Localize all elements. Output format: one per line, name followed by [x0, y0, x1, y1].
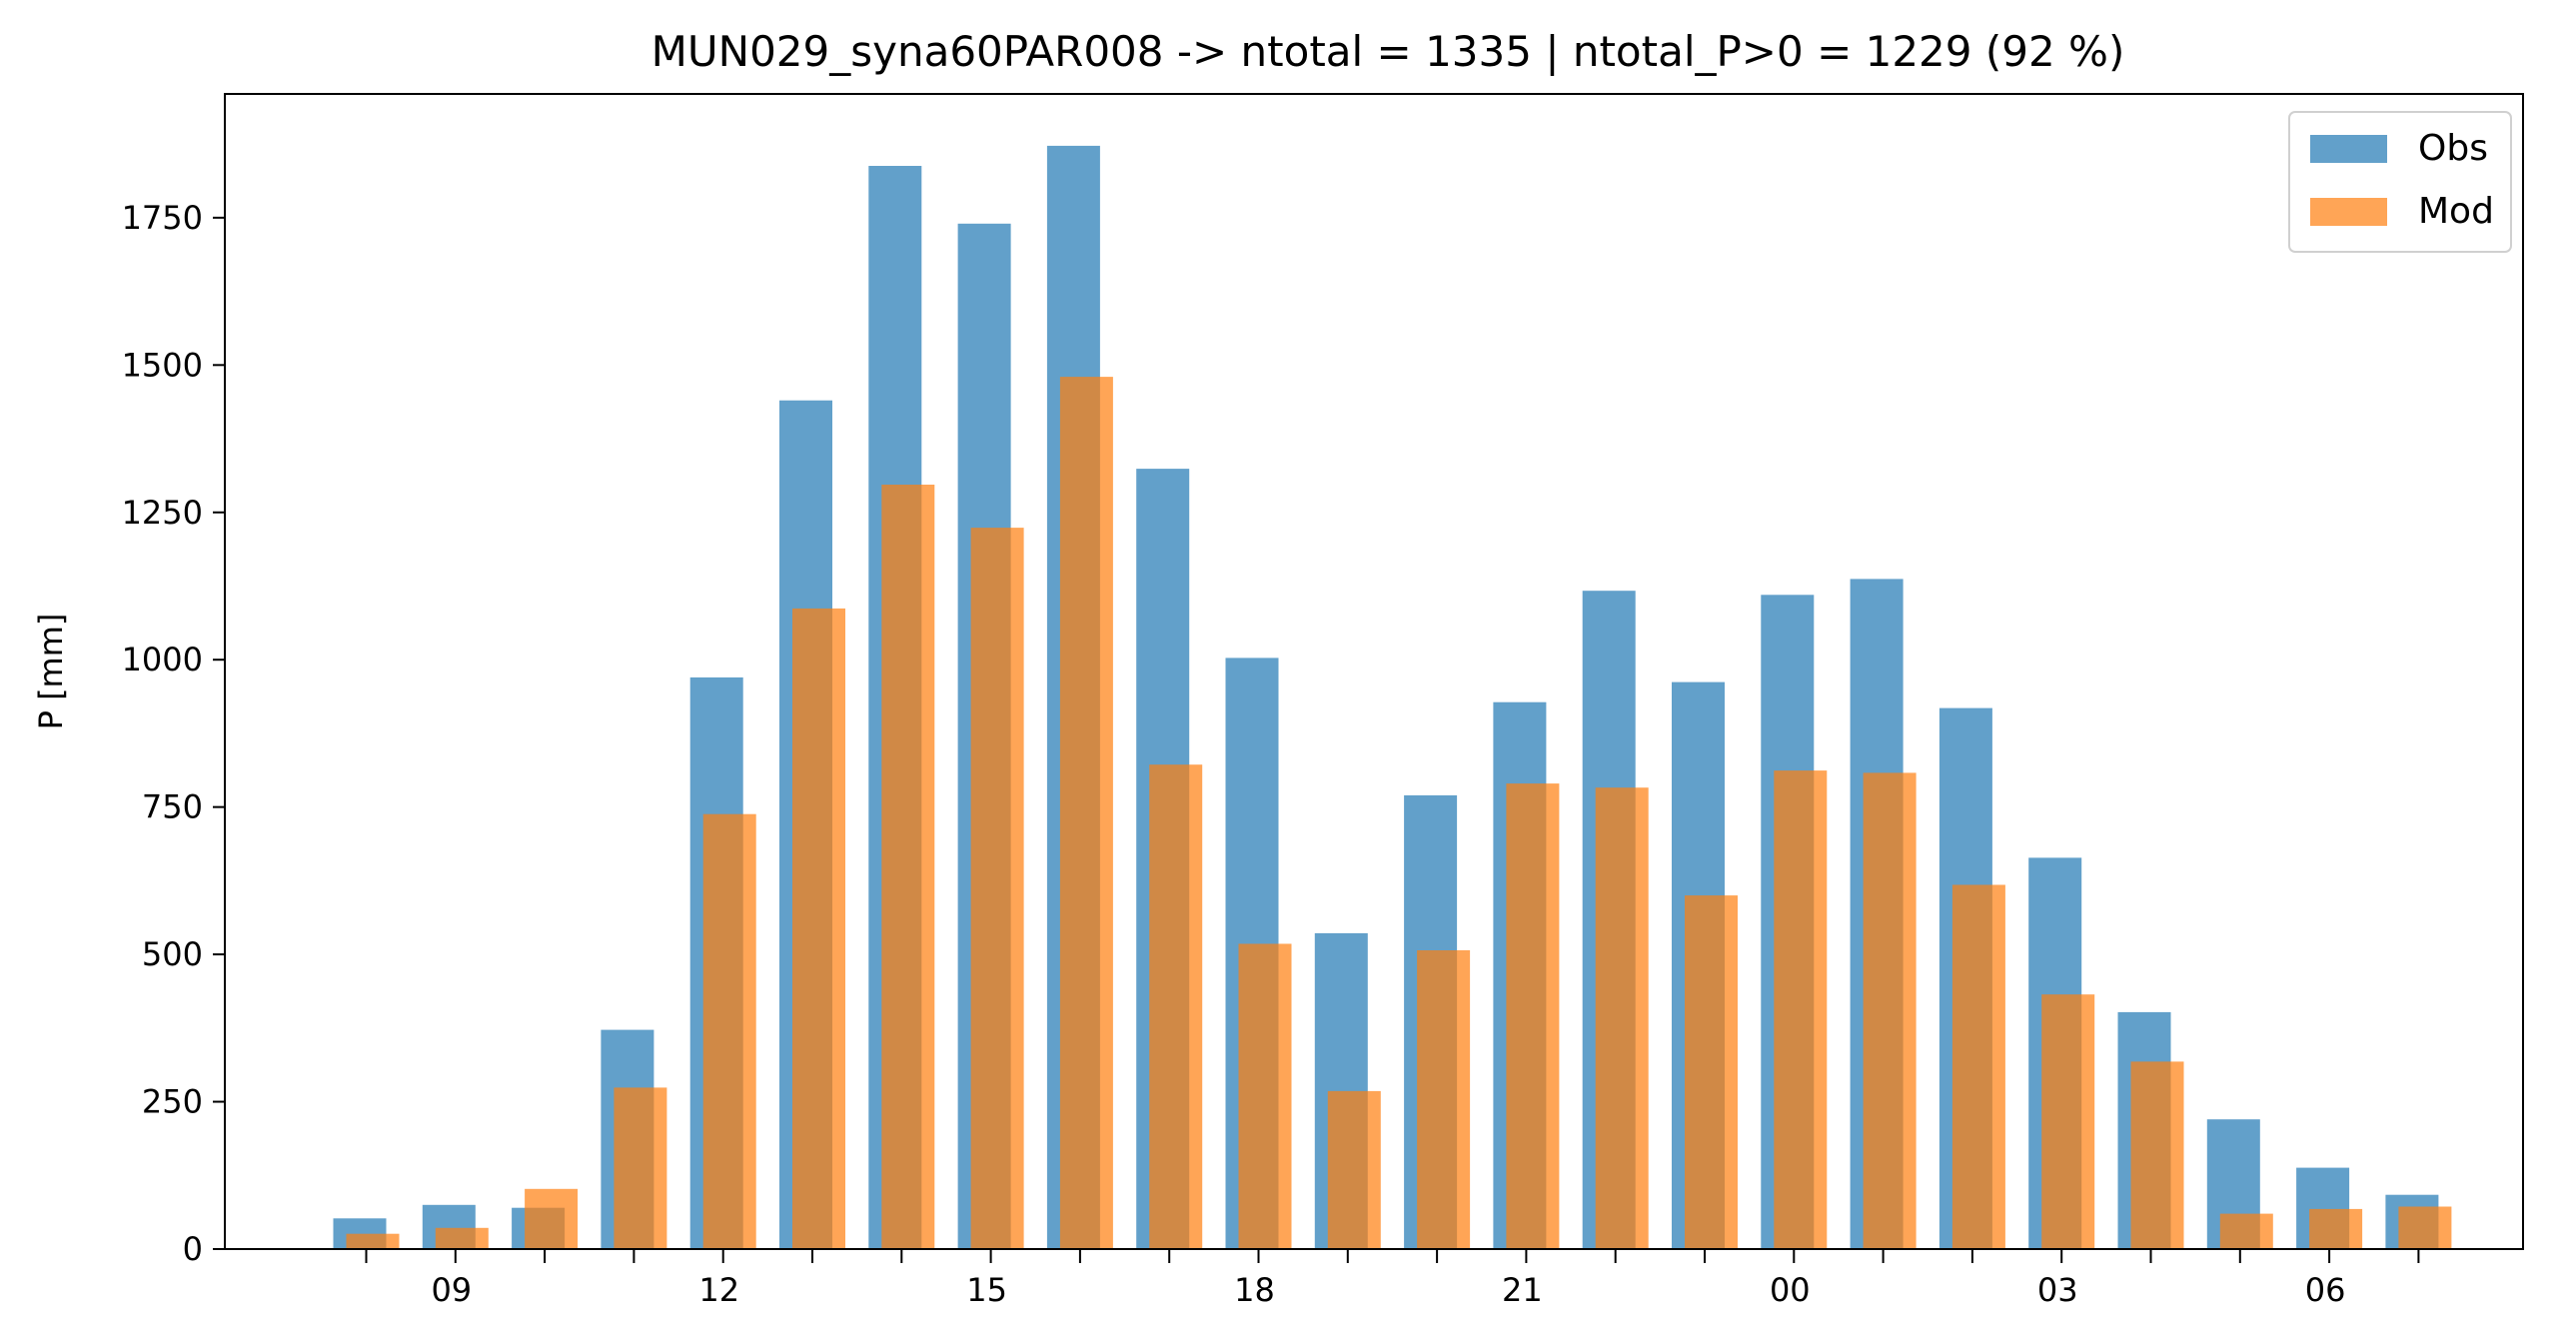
x-tick-label: 21 [1502, 1271, 1543, 1309]
bar-mod-17 [1149, 764, 1203, 1249]
bar-mod-22 [1595, 787, 1649, 1249]
bar-mod-0 [1774, 770, 1828, 1249]
bar-mod-12 [702, 813, 756, 1249]
y-tick-label: 1750 [122, 199, 203, 237]
x-tick-label: 18 [1234, 1271, 1275, 1309]
x-tick-label: 06 [2305, 1271, 2346, 1309]
bar-mod-6 [2309, 1208, 2363, 1249]
bar-mod-19 [1327, 1090, 1381, 1249]
bar-mod-10 [525, 1188, 579, 1249]
bar-mod-1 [1863, 772, 1917, 1249]
x-tick-label: 00 [1770, 1271, 1811, 1309]
y-axis: 0 250 500 750 1000 1250 1500 1750 [122, 199, 225, 1268]
plot-frame [224, 93, 2524, 1250]
x-tick-label: 12 [698, 1271, 739, 1309]
bars-layer [333, 145, 2452, 1250]
y-tick-label: 1500 [122, 346, 203, 384]
y-tick-label: 0 [183, 1230, 203, 1268]
chart-title: MUN029_syna60PAR008 -> ntotal = 1335 | n… [651, 27, 2125, 76]
bar-mod-21 [1506, 783, 1560, 1249]
y-tick-label: 750 [142, 788, 203, 826]
y-tick-label: 1250 [122, 494, 203, 532]
bar-mod-3 [2041, 994, 2095, 1249]
bar-mod-7 [2398, 1206, 2452, 1249]
bar-mod-8 [346, 1233, 400, 1249]
y-tick-label: 250 [142, 1083, 203, 1121]
legend-label-obs: Obs [2418, 128, 2488, 169]
y-axis-label: P [mm] [32, 614, 70, 730]
y-tick-label: 1000 [122, 641, 203, 678]
x-tick-label: 03 [2037, 1271, 2078, 1309]
bar-mod-16 [1059, 377, 1113, 1250]
y-tick-label: 500 [142, 935, 203, 973]
legend-swatch-mod [2310, 198, 2387, 226]
x-tick-label: 09 [431, 1271, 472, 1309]
bar-mod-11 [614, 1087, 667, 1249]
bar-mod-5 [2219, 1213, 2273, 1249]
bar-mod-23 [1685, 895, 1738, 1249]
x-axis: 09 12 15 18 21 00 03 06 [365, 1249, 2420, 1309]
bar-mod-2 [1951, 884, 2005, 1249]
legend-swatch-obs [2310, 135, 2387, 163]
bar-mod-15 [970, 528, 1024, 1249]
legend-label-mod: Mod [2418, 191, 2494, 232]
bar-mod-4 [2130, 1061, 2184, 1249]
bar-mod-20 [1417, 950, 1471, 1249]
bar-mod-14 [881, 485, 935, 1249]
bar-mod-9 [435, 1227, 489, 1249]
legend: Obs Mod [2288, 111, 2512, 253]
x-tick-label: 15 [966, 1271, 1007, 1309]
bar-mod-13 [792, 608, 845, 1249]
bar-mod-18 [1238, 943, 1292, 1249]
